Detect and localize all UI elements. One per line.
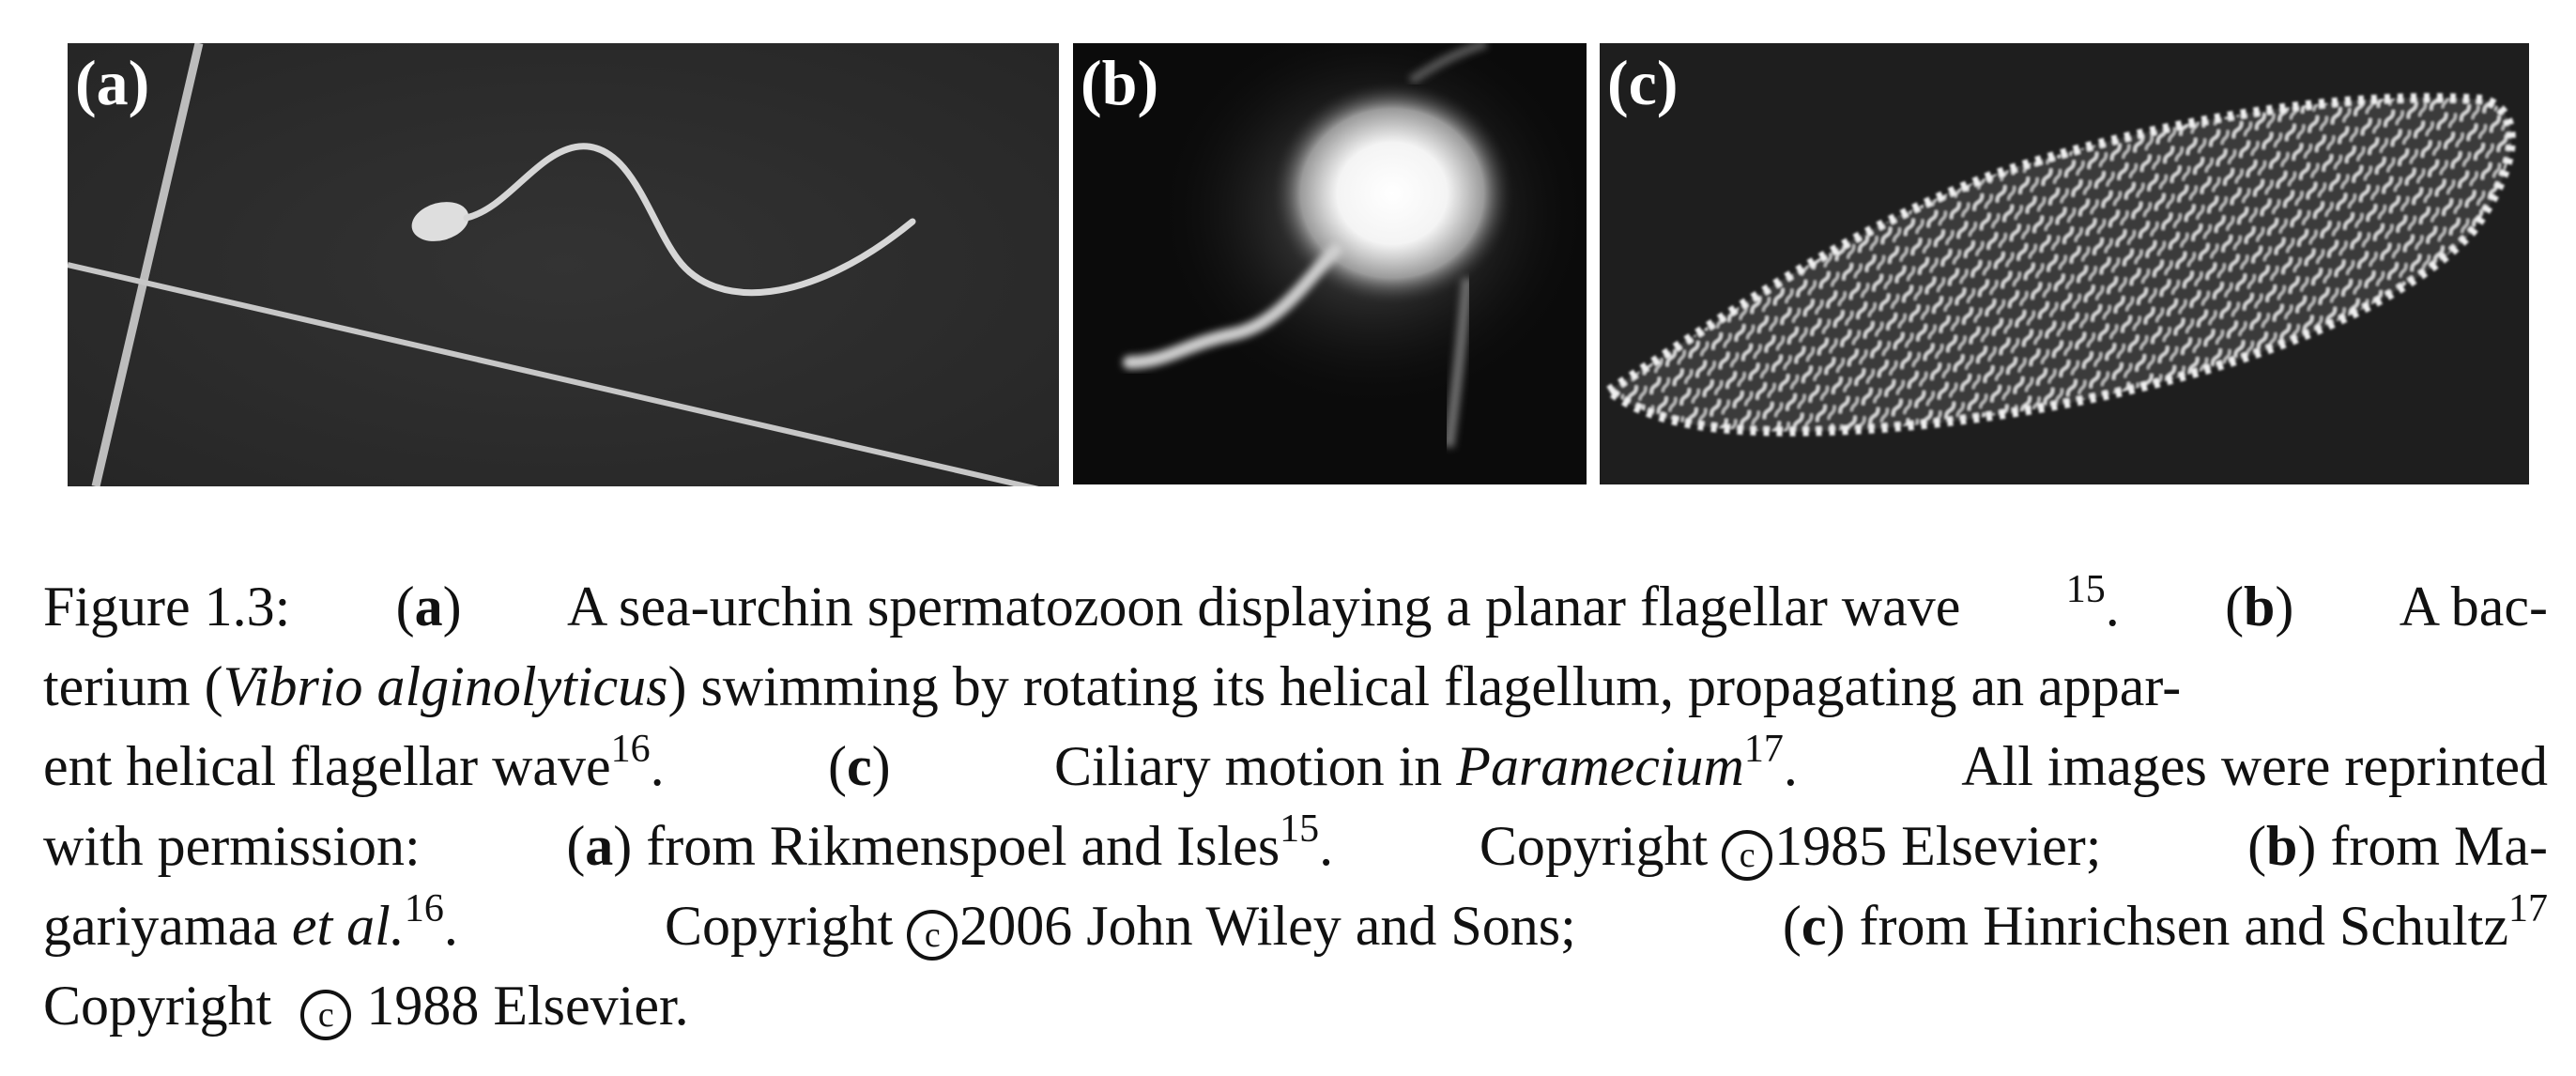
caption-b-ref: (b) xyxy=(2225,576,2294,638)
grid-line-diagonal xyxy=(68,262,1039,486)
helical-flagellum xyxy=(1123,243,1342,369)
flagellum-wave xyxy=(463,143,916,297)
caption-credit-a: (a) from Rikmenspoel and Isles15. xyxy=(566,807,1334,877)
caption-b-text-1: A bac- xyxy=(2399,576,2548,638)
caption-line-4: with permission: (a) from Rikmenspoel an… xyxy=(43,807,2548,886)
bacterium-body xyxy=(1270,81,1514,306)
caption-line-6: Copyright c 1988 Elsevier. xyxy=(43,966,2548,1046)
caption-copyright-1985: Copyright c 1985 Elsevier; xyxy=(1480,807,2101,886)
caption-a-ref: (a) xyxy=(395,576,462,638)
faint-flagellum xyxy=(1443,277,1473,448)
caption-a-text: A sea-urchin spermatozoon displaying a p… xyxy=(566,576,1961,638)
paramecium-micrograph xyxy=(1600,43,2529,484)
panel-a-image: (a) xyxy=(68,43,1059,486)
caption-copyright-2006: Copyright c 2006 John Wiley and Sons; xyxy=(665,886,1576,966)
panel-c-label: (c) xyxy=(1607,47,1679,118)
panel-b-image: (b) xyxy=(1073,43,1587,484)
copyright-icon: c xyxy=(300,990,352,1040)
caption-b-species: terium (Vibrio alginolyticus) swimming b… xyxy=(43,655,2182,717)
caption-credit-b: (b) from Ma- xyxy=(2247,815,2548,877)
figure-caption: Figure 1.3: (a) A sea-urchin spermatozoo… xyxy=(43,567,2548,1046)
figure-label: Figure 1.3: xyxy=(43,576,291,638)
sperm-head xyxy=(411,202,469,241)
panel-a-label: (a) xyxy=(75,47,150,118)
caption-line-1: Figure 1.3: (a) A sea-urchin spermatozoo… xyxy=(43,567,2548,647)
grid-line-vertical xyxy=(91,43,204,486)
caption-line-3: ent helical flagellar wave16. (c) Ciliar… xyxy=(43,727,2548,807)
copyright-icon: c xyxy=(907,910,958,961)
caption-c-ref: (c) xyxy=(828,735,891,797)
caption-magariyama: gariyamaa et al.16. xyxy=(43,886,458,957)
caption-b-end: ent helical flagellar wave16. xyxy=(43,727,665,797)
caption-c-text: Ciliary motion in Paramecium17. xyxy=(1053,727,1798,797)
bacterium-micrograph xyxy=(1073,43,1587,484)
caption-copyright-1988: Copyright c 1988 Elsevier. xyxy=(43,966,704,1046)
copyright-icon: c xyxy=(1722,830,1773,881)
panel-c-image: (c) xyxy=(1600,43,2529,484)
caption-line-2: terium (Vibrio alginolyticus) swimming b… xyxy=(43,647,2548,727)
panel-b-label: (b) xyxy=(1081,47,1159,118)
caption-credit-c: (c) from Hinrichsen and Schultz17 xyxy=(1782,886,2548,957)
sperm-micrograph xyxy=(68,43,1059,486)
caption-permission: with permission: xyxy=(43,815,421,877)
caption-reprinted: All images were reprinted xyxy=(1961,735,2548,797)
caption-line-5: gariyamaa et al.16. Copyright c 2006 John… xyxy=(43,886,2548,966)
caption-ref-15: 15. xyxy=(2065,567,2120,638)
paramecium-cell xyxy=(1601,93,2516,437)
